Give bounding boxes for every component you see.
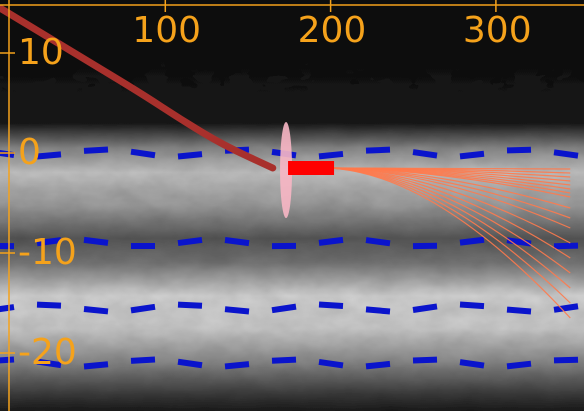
x-tick-label: 300 <box>462 10 532 51</box>
x-tick-label: 200 <box>297 10 367 51</box>
lane-dash <box>365 146 391 154</box>
lane-dash <box>271 303 297 314</box>
lane-dash <box>36 301 62 309</box>
lane-dash <box>224 236 250 247</box>
lane-dash <box>506 360 532 370</box>
lane-dash <box>177 151 203 160</box>
lane-dash <box>318 150 344 160</box>
ego-vehicle[interactable] <box>288 161 335 175</box>
y-tick-label: -10 <box>18 232 77 273</box>
predicted-trajectories <box>330 167 571 319</box>
lane-dash <box>0 356 15 364</box>
lane-dash <box>177 301 203 309</box>
lane-dash <box>553 242 579 250</box>
lane-dash <box>506 146 532 154</box>
lane-dash <box>459 150 485 160</box>
lane-dash <box>177 358 203 369</box>
lane-dash <box>553 303 579 313</box>
ego-history-trajectory <box>0 4 277 172</box>
lane-dash <box>459 301 485 310</box>
lane-dash <box>318 301 344 309</box>
lane-dash <box>0 304 15 313</box>
lane-dash <box>506 306 532 315</box>
uncertainty-ellipse <box>280 122 293 218</box>
lane-dash <box>130 303 156 314</box>
lane-dash <box>318 236 344 246</box>
lane-dash <box>459 236 485 246</box>
lane-dash <box>553 356 579 364</box>
lane-dash <box>553 149 579 159</box>
lane-dash <box>36 358 62 369</box>
lane-dash <box>36 151 62 160</box>
lane-dash <box>365 237 391 247</box>
lane-dash <box>365 306 391 315</box>
lane-dash <box>318 358 344 369</box>
lane-dash <box>36 237 62 247</box>
lane-dash <box>459 359 485 369</box>
lane-dash <box>83 236 109 246</box>
lane-dash <box>83 306 109 315</box>
lane-dash <box>130 148 156 159</box>
lane-dash <box>130 356 156 364</box>
lane-dash <box>412 356 438 364</box>
lane-dash <box>224 361 250 370</box>
lane-dash <box>412 149 438 159</box>
lane-dash <box>83 361 109 370</box>
lane-dash <box>271 356 297 364</box>
y-tick-label: 0 <box>18 132 41 173</box>
x-tick-label: 100 <box>132 10 202 51</box>
lane-dash <box>365 360 391 370</box>
lane-dash <box>83 146 109 154</box>
y-tick-label: 10 <box>18 32 64 73</box>
lane-dash <box>412 303 438 313</box>
lane-dash <box>224 306 250 315</box>
y-tick-label: -20 <box>18 332 77 373</box>
lane-dash <box>177 236 203 247</box>
predicted-trajectory <box>330 167 571 319</box>
